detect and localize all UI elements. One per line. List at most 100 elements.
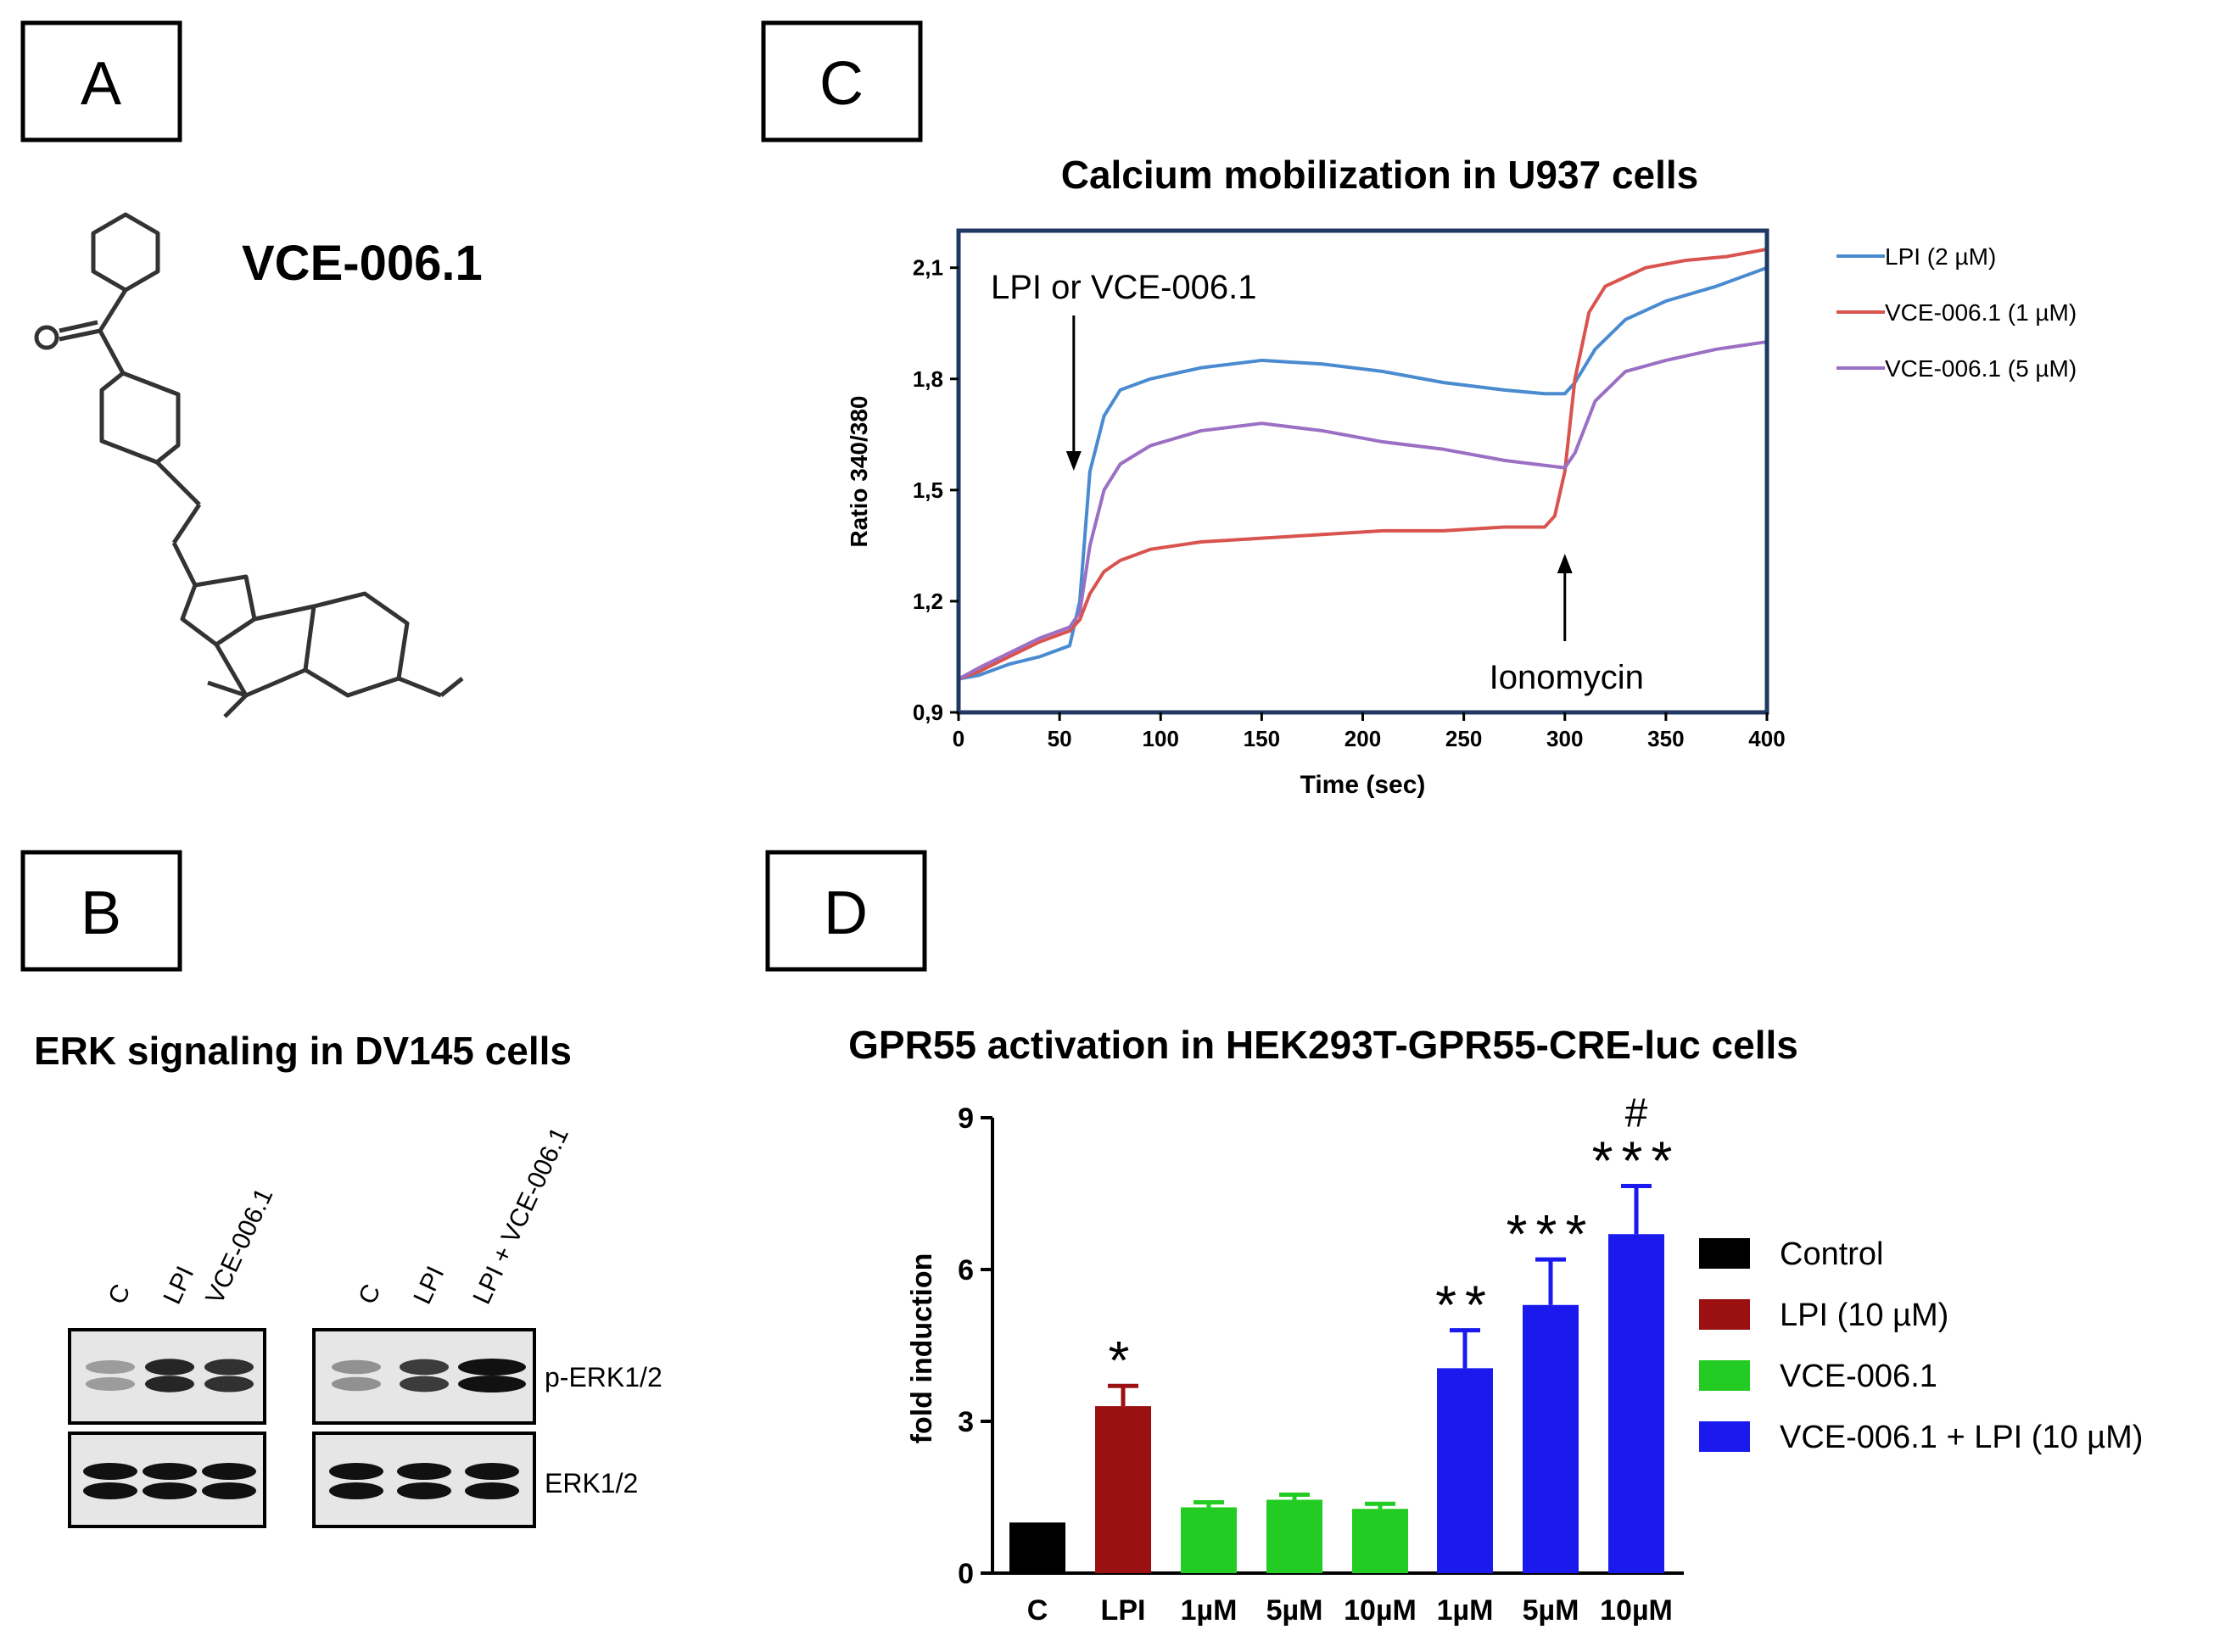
- blot-band: [465, 1482, 519, 1499]
- x-axis-label: Time (sec): [1300, 771, 1426, 799]
- bar: [1608, 1234, 1664, 1573]
- blot-band: [86, 1376, 135, 1392]
- x-tick-label: 5µM: [1266, 1594, 1323, 1627]
- x-tick-label: 300: [1546, 726, 1583, 751]
- x-tick-label: 10µM: [1600, 1594, 1673, 1627]
- y-axis-label: fold induction: [906, 1253, 938, 1444]
- calcium-chart: Calcium mobilization in U937 cells LPI (2…: [846, 153, 2077, 799]
- chart-title: Calcium mobilization in U937 cells: [1061, 153, 1699, 197]
- blot-band: [143, 1463, 197, 1480]
- panel-a-letter: A: [81, 50, 121, 118]
- legend-label: VCE-006.1: [1780, 1359, 1937, 1394]
- legend-label: VCE-006.1 (5 µM): [1885, 355, 2077, 382]
- compound-name: VCE-006.1: [242, 236, 483, 291]
- series-line: [958, 265, 1768, 681]
- panel-c-box: [761, 20, 923, 142]
- panel-b-letter: B: [81, 879, 121, 947]
- blot-band: [458, 1359, 526, 1376]
- western-blot: C LPI VCE-006.1 C LPI LPI + VCE-006.1p-ERK1/2…: [68, 1123, 662, 1528]
- annotation-label: Ionomycin: [1490, 659, 1644, 696]
- x-tick-label: LPI: [1101, 1594, 1146, 1627]
- x-tick-label: 1µM: [1181, 1594, 1238, 1627]
- panel-d-letter: D: [824, 879, 868, 947]
- y-tick-label: 1,5: [913, 477, 943, 503]
- lane-label: VCE-006.1: [200, 1184, 278, 1309]
- blot-band: [397, 1463, 451, 1480]
- y-tick-label: 0,9: [913, 700, 943, 725]
- blot-band: [400, 1359, 449, 1376]
- x-tick-label: C: [1027, 1594, 1048, 1627]
- blot-band: [397, 1482, 451, 1499]
- blot-band: [329, 1463, 383, 1480]
- blot-band: [86, 1359, 135, 1375]
- blot-frame: [68, 1432, 266, 1528]
- annotation-label: LPI or VCE-006.1: [991, 269, 1257, 306]
- bar: [1095, 1406, 1151, 1573]
- legend-label: LPI (10 µM): [1780, 1298, 1948, 1333]
- y-tick-label: 0: [958, 1558, 974, 1590]
- band-label: p-ERK1/2: [545, 1362, 662, 1392]
- series-line: [958, 247, 1768, 681]
- blot-band: [202, 1463, 256, 1480]
- significance-mark: *: [1109, 1330, 1138, 1391]
- blot-band: [332, 1359, 381, 1375]
- blot-band: [83, 1463, 137, 1480]
- bar: [1352, 1509, 1408, 1573]
- lane-label: LPI + VCE-006.1: [467, 1123, 573, 1309]
- y-tick-label: 6: [958, 1254, 974, 1286]
- lane-label: LPI: [408, 1262, 450, 1309]
- y-tick-label: 1,2: [913, 589, 943, 614]
- x-tick-label: 1µM: [1437, 1594, 1494, 1627]
- y-tick-label: 1,8: [913, 366, 943, 392]
- y-tick-label: 9: [958, 1102, 974, 1135]
- blot-band: [465, 1463, 519, 1480]
- blot-band: [204, 1359, 254, 1376]
- arrowhead: [1065, 451, 1082, 471]
- y-tick-label: 3: [958, 1406, 974, 1438]
- blot-band: [204, 1376, 254, 1392]
- y-axis-label: Ratio 340/380: [846, 396, 872, 548]
- significance-mark: ***: [1592, 1130, 1681, 1192]
- significance-mark: **: [1435, 1275, 1495, 1336]
- blot-band: [202, 1482, 256, 1499]
- chemical-structure: [34, 212, 464, 718]
- x-tick-label: 150: [1244, 726, 1280, 751]
- blot-band: [458, 1376, 526, 1392]
- series-line: [958, 340, 1768, 681]
- band-label: ERK1/2: [545, 1468, 638, 1499]
- chart-title: GPR55 activation in HEK293T-GPR55-CRE-lu…: [848, 1023, 1798, 1067]
- panel-b-box: [20, 850, 182, 972]
- panel-d-box: [765, 850, 927, 972]
- lane-label: LPI: [158, 1262, 199, 1309]
- blot-band: [400, 1376, 449, 1392]
- panel-a-box: [20, 20, 182, 142]
- blot-band: [83, 1482, 137, 1499]
- significance-mark: #: [1625, 1091, 1648, 1136]
- legend-label: LPI (2 µM): [1885, 243, 1996, 270]
- legend-swatch: [1699, 1299, 1750, 1330]
- bar: [1523, 1304, 1579, 1573]
- lane-label: C: [353, 1280, 386, 1309]
- legend-swatch: [1699, 1360, 1750, 1391]
- x-tick-label: 50: [1048, 726, 1072, 751]
- bar: [1437, 1368, 1493, 1573]
- bar: [1181, 1507, 1237, 1573]
- gpr55-chart: GPR55 activation in HEK293T-GPR55-CRE-lu…: [848, 1023, 2143, 1627]
- legend-swatch: [1699, 1421, 1750, 1452]
- blot-band: [332, 1376, 381, 1392]
- arrowhead: [1557, 554, 1573, 573]
- blot-band: [145, 1359, 194, 1376]
- blot-band: [329, 1482, 383, 1499]
- bar: [1009, 1522, 1065, 1573]
- bar: [1266, 1499, 1322, 1573]
- x-tick-label: 0: [953, 726, 964, 751]
- legend-swatch: [1699, 1238, 1750, 1269]
- blot-band: [145, 1376, 194, 1392]
- x-tick-label: 100: [1143, 726, 1179, 751]
- legend-label: VCE-006.1 (1 µM): [1885, 299, 2077, 326]
- legend-label: VCE-006.1 + LPI (10 µM): [1780, 1420, 2143, 1455]
- legend-label: Control: [1780, 1236, 1884, 1272]
- panel-b-title: ERK signaling in DV145 cells: [34, 1029, 572, 1073]
- x-tick-label: 5µM: [1523, 1594, 1579, 1627]
